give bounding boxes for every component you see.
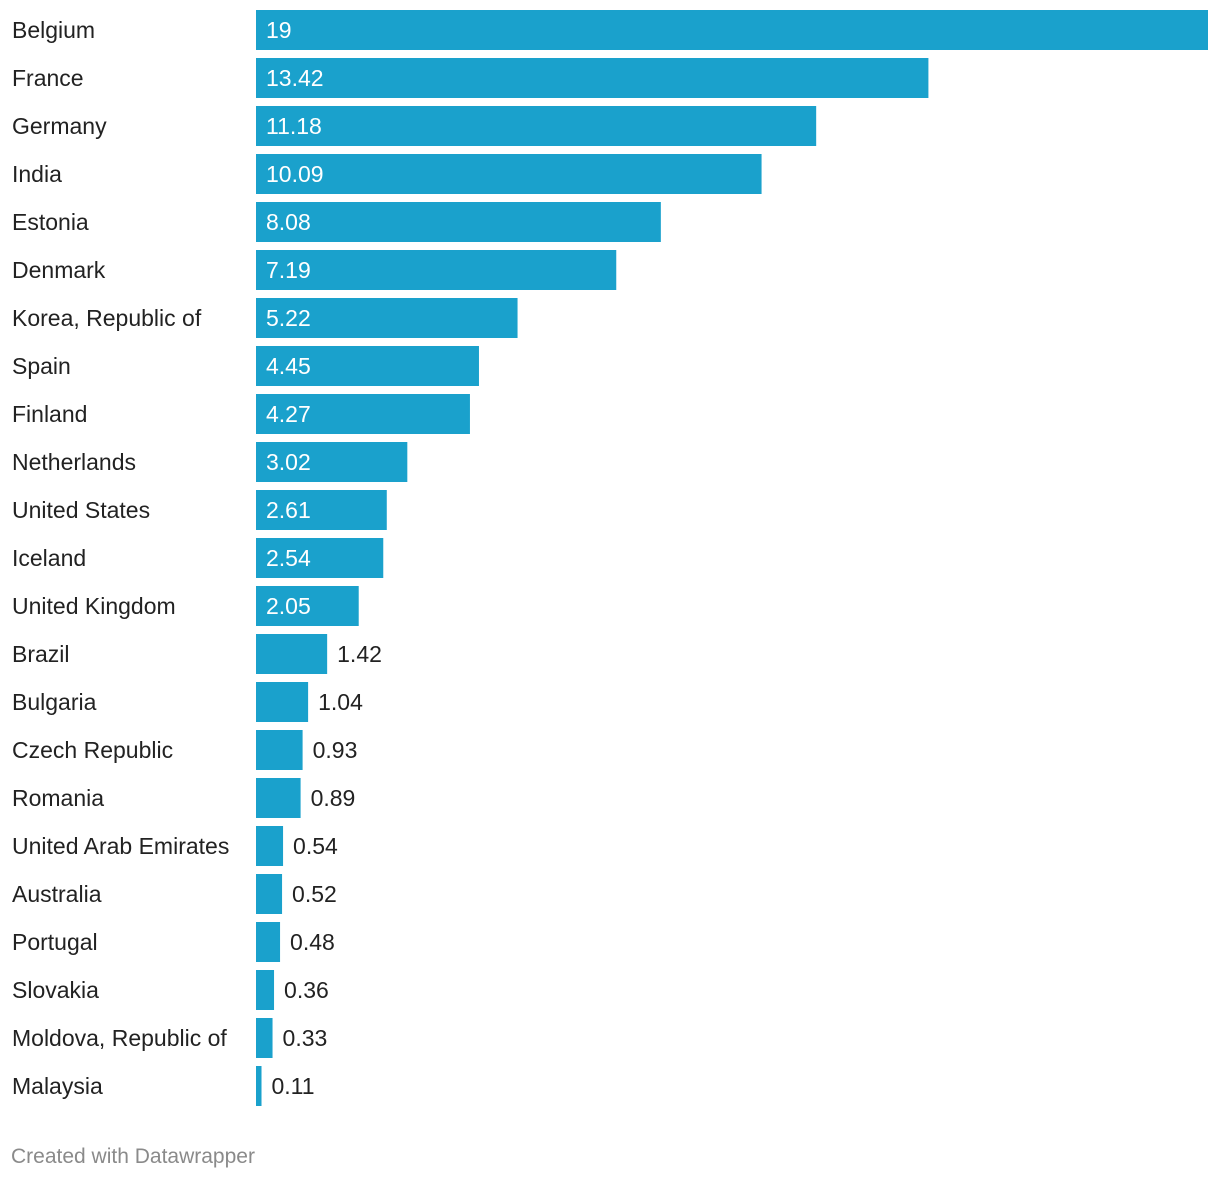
value-label: 10.09 [266,161,324,187]
category-label: France [12,65,84,91]
category-label: India [12,161,62,187]
value-label: 4.27 [266,401,311,427]
category-label: United Arab Emirates [12,833,229,859]
value-label: 2.61 [266,497,311,523]
value-label: 0.33 [283,1025,328,1051]
bar [256,682,309,722]
category-label: Czech Republic [12,737,173,763]
value-label: 5.22 [266,305,311,331]
bar [256,250,617,290]
bar [256,394,470,434]
value-label: 0.36 [284,977,329,1003]
credit-text: Created with Datawrapper [11,1145,255,1168]
category-label: Romania [12,785,104,811]
bar [256,10,1208,50]
category-label: Australia [12,881,102,907]
category-label: Netherlands [12,449,136,475]
value-label: 1.42 [337,641,382,667]
value-label: 13.42 [266,65,324,91]
bar [256,538,384,578]
bar [256,922,281,962]
value-label: 0.89 [311,785,356,811]
value-label: 2.05 [266,593,311,619]
bar [256,490,387,530]
value-label: 1.04 [318,689,363,715]
bar [256,826,284,866]
bar [256,442,408,482]
bar [256,202,661,242]
value-label: 8.08 [266,209,311,235]
category-label: United States [12,497,150,523]
bar [256,586,359,626]
value-label: 2.54 [266,545,311,571]
value-label: 19 [266,17,292,43]
bar [256,970,275,1010]
category-label: Bulgaria [12,689,97,715]
category-label: Iceland [12,545,86,571]
bar [256,298,518,338]
bar [256,634,328,674]
category-label: Portugal [12,929,98,955]
value-label: 0.11 [272,1073,315,1099]
bar [256,1018,273,1058]
bar [256,778,301,818]
category-label: Finland [12,401,87,427]
category-label: Korea, Republic of [12,305,202,331]
category-label: Germany [12,113,107,139]
bar [256,106,817,146]
category-label: Belgium [12,17,95,43]
category-label: Spain [12,353,71,379]
bar [256,1066,262,1106]
bar [256,874,283,914]
value-label: 0.48 [290,929,335,955]
category-label: United Kingdom [12,593,176,619]
category-label: Moldova, Republic of [12,1025,227,1051]
value-label: 0.54 [293,833,338,859]
category-label: Denmark [12,257,106,283]
bar [256,730,303,770]
category-label: Estonia [12,209,89,235]
value-label: 0.93 [313,737,358,763]
category-label: Brazil [12,641,70,667]
bar-chart: Belgium 19 France 13.42 Germany 11.18 India 10.… [12,10,1208,1106]
category-label: Slovakia [12,977,99,1003]
value-label: 7.19 [266,257,311,283]
value-label: 3.02 [266,449,311,475]
value-label: 0.52 [292,881,337,907]
value-label: 11.18 [266,113,322,139]
bar [256,58,929,98]
bar [256,346,479,386]
category-label: Malaysia [12,1073,103,1099]
value-label: 4.45 [266,353,311,379]
bar [256,154,762,194]
